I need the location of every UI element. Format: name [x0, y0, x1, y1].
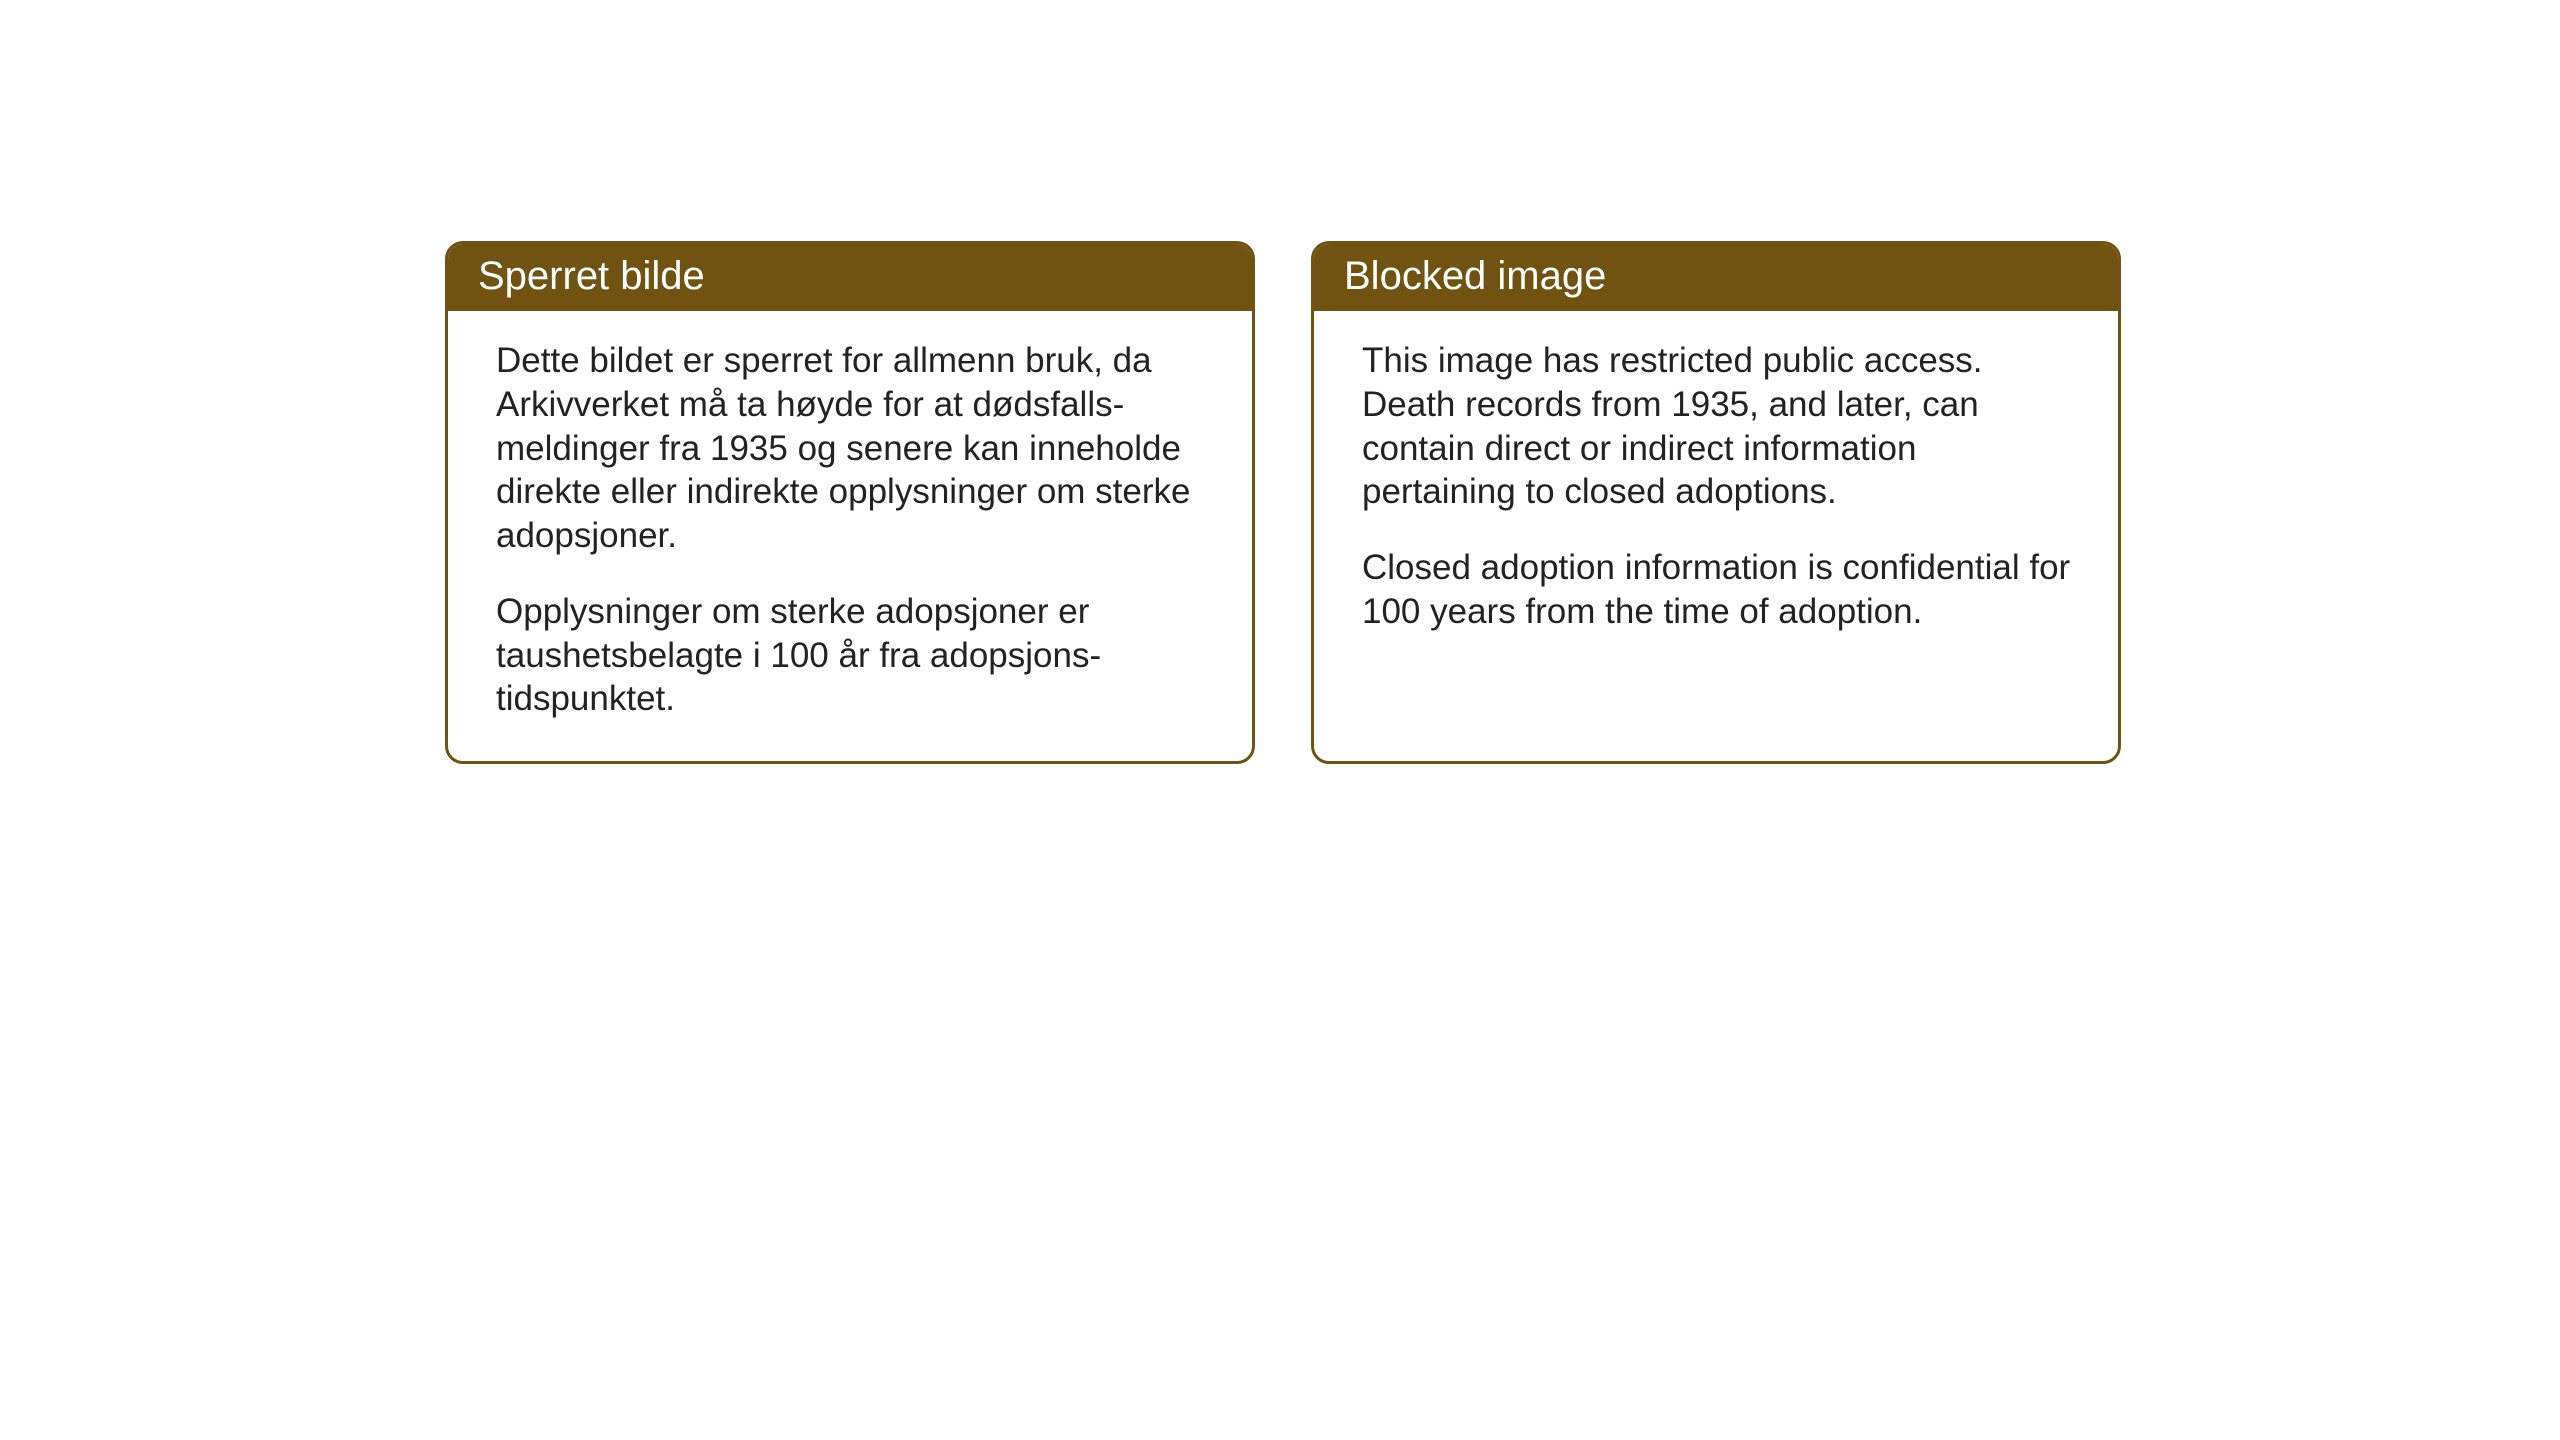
card-title-english: Blocked image [1344, 254, 1606, 298]
blocked-image-card-english: Blocked image This image has restricted … [1311, 241, 2121, 764]
notice-cards-container: Sperret bilde Dette bildet er sperret fo… [445, 241, 2121, 764]
card-body-english: This image has restricted public access.… [1314, 311, 2118, 674]
card-paragraph-1-norwegian: Dette bildet er sperret for allmenn bruk… [496, 339, 1210, 558]
card-body-norwegian: Dette bildet er sperret for allmenn bruk… [448, 311, 1252, 761]
blocked-image-card-norwegian: Sperret bilde Dette bildet er sperret fo… [445, 241, 1255, 764]
card-paragraph-2-english: Closed adoption information is confident… [1362, 546, 2076, 634]
card-paragraph-1-english: This image has restricted public access.… [1362, 339, 2076, 514]
card-paragraph-2-norwegian: Opplysninger om sterke adopsjoner er tau… [496, 590, 1210, 721]
card-header-english: Blocked image [1314, 244, 2118, 311]
card-title-norwegian: Sperret bilde [478, 254, 705, 298]
card-header-norwegian: Sperret bilde [448, 244, 1252, 311]
